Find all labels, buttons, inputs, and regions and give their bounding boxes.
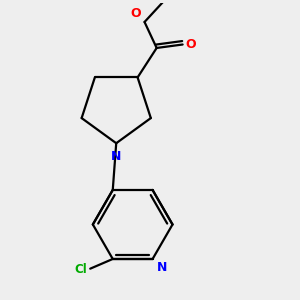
Text: Cl: Cl <box>74 263 87 276</box>
Text: O: O <box>185 38 196 51</box>
Text: N: N <box>157 261 167 274</box>
Text: O: O <box>130 7 141 20</box>
Text: N: N <box>111 150 122 163</box>
